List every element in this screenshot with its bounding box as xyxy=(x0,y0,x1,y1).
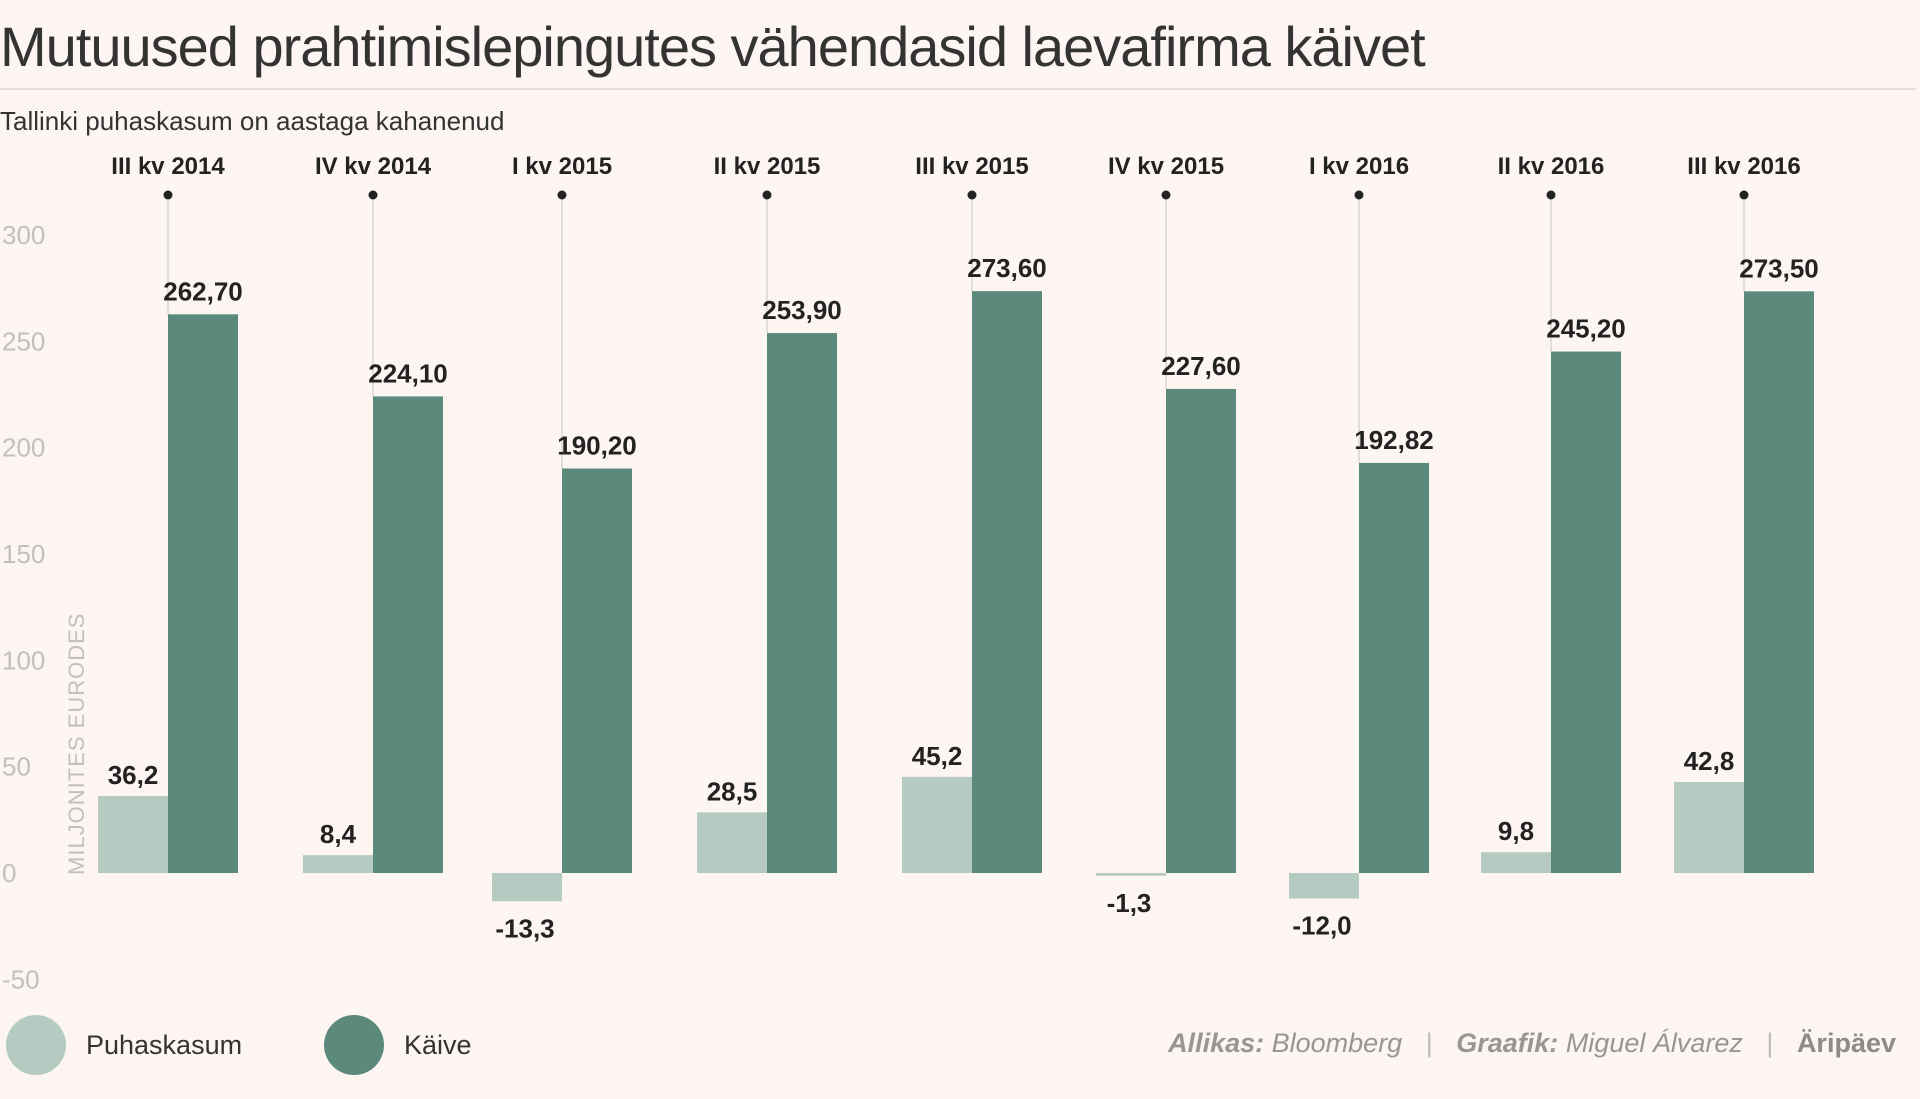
footer-credits: Allikas: Bloomberg | Graafik: Miguel Álv… xyxy=(1168,1028,1896,1059)
category-marker-dot xyxy=(762,190,772,200)
category-marker-dot xyxy=(967,190,977,200)
source-value: Bloomberg xyxy=(1271,1028,1403,1058)
data-label-puhaskasum: 8,4 xyxy=(320,819,357,849)
brand-logo: Äripäev xyxy=(1796,1028,1896,1058)
legend-label: Puhaskasum xyxy=(86,1029,243,1060)
chart-subtitle: Tallinki puhaskasum on aastaga kahanenud xyxy=(0,106,505,136)
bar-puhaskasum xyxy=(98,796,168,873)
y-tick-label: 250 xyxy=(2,326,45,356)
data-label-puhaskasum: 36,2 xyxy=(108,760,159,790)
category-label: IV kv 2015 xyxy=(1108,153,1224,180)
bar-puhaskasum xyxy=(902,776,972,873)
graphic-value: Miguel Álvarez xyxy=(1565,1028,1743,1058)
data-label-kaive: 273,50 xyxy=(1739,253,1819,283)
bar-kaive xyxy=(767,333,837,874)
y-tick-label: 150 xyxy=(2,539,45,569)
category-label: IV kv 2014 xyxy=(315,153,432,180)
bar-kaive xyxy=(1744,291,1814,873)
data-label-kaive: 273,60 xyxy=(967,253,1047,283)
bar-puhaskasum xyxy=(303,855,373,873)
bar-kaive xyxy=(1359,462,1429,873)
category-label: II kv 2015 xyxy=(714,153,821,180)
bar-kaive xyxy=(972,291,1042,873)
bar-puhaskasum xyxy=(492,873,562,902)
data-label-puhaskasum: 9,8 xyxy=(1498,816,1534,846)
data-label-puhaskasum: -1,3 xyxy=(1107,888,1152,918)
category-marker-dot xyxy=(1354,190,1364,200)
bar-puhaskasum xyxy=(697,812,767,873)
data-label-kaive: 190,20 xyxy=(557,431,637,461)
category-label: II kv 2016 xyxy=(1498,153,1605,180)
bar-puhaskasum xyxy=(1289,873,1359,899)
category-marker-dot xyxy=(368,190,378,200)
y-tick-label: 50 xyxy=(2,752,31,782)
data-label-kaive: 262,70 xyxy=(163,276,243,306)
category-label: III kv 2016 xyxy=(1687,153,1800,180)
category-marker-dot xyxy=(163,190,173,200)
category-label: I kv 2016 xyxy=(1309,153,1409,180)
y-tick-label: 200 xyxy=(2,433,45,463)
y-tick-label: 100 xyxy=(2,645,45,675)
data-label-puhaskasum: 45,2 xyxy=(912,741,963,771)
data-label-puhaskasum: -13,3 xyxy=(495,913,554,943)
category-label: III kv 2014 xyxy=(111,153,225,180)
category-marker-dot xyxy=(1161,190,1171,200)
separator: | xyxy=(1425,1028,1433,1058)
data-label-puhaskasum: 42,8 xyxy=(1684,746,1735,776)
data-label-kaive: 227,60 xyxy=(1161,351,1241,381)
category-marker-dot xyxy=(557,190,567,200)
legend-item-kaive: Käive xyxy=(324,1015,472,1075)
data-label-puhaskasum: 28,5 xyxy=(707,776,758,806)
bar-kaive xyxy=(168,314,238,873)
bar-puhaskasum xyxy=(1674,781,1744,873)
y-tick-label: 300 xyxy=(2,220,45,250)
legend-swatch-puhaskasum xyxy=(6,1015,66,1075)
bar-kaive xyxy=(373,396,443,873)
legend-swatch-kaive xyxy=(324,1015,384,1075)
bar-kaive xyxy=(562,468,632,873)
legend-item-puhaskasum: Puhaskasum xyxy=(6,1015,242,1075)
graphic-label: Graafik: xyxy=(1456,1028,1559,1058)
category-label: I kv 2015 xyxy=(512,153,612,180)
category-marker-dot xyxy=(1739,190,1749,200)
chart-title: Mutuused prahtimislepingutes vähendasid … xyxy=(0,15,1426,78)
category-label: III kv 2015 xyxy=(915,153,1028,180)
category-marker-dot xyxy=(1546,190,1556,200)
bar-puhaskasum xyxy=(1096,873,1166,876)
y-tick-label: -50 xyxy=(2,964,40,994)
data-label-kaive: 253,90 xyxy=(762,295,842,325)
source-label: Allikas: xyxy=(1168,1028,1265,1058)
bar-kaive xyxy=(1551,351,1621,873)
data-label-kaive: 224,10 xyxy=(368,358,448,388)
bar-kaive xyxy=(1166,388,1236,873)
data-label-kaive: 245,20 xyxy=(1546,314,1626,344)
legend-label: Käive xyxy=(404,1029,472,1060)
y-axis-label: MILJONITES EURODES xyxy=(64,613,89,875)
title-divider xyxy=(0,88,1916,90)
y-tick-label: 0 xyxy=(2,858,16,888)
data-label-puhaskasum: -12,0 xyxy=(1292,911,1351,941)
separator: | xyxy=(1766,1028,1774,1058)
data-label-kaive: 192,82 xyxy=(1354,425,1434,455)
bar-puhaskasum xyxy=(1481,852,1551,873)
